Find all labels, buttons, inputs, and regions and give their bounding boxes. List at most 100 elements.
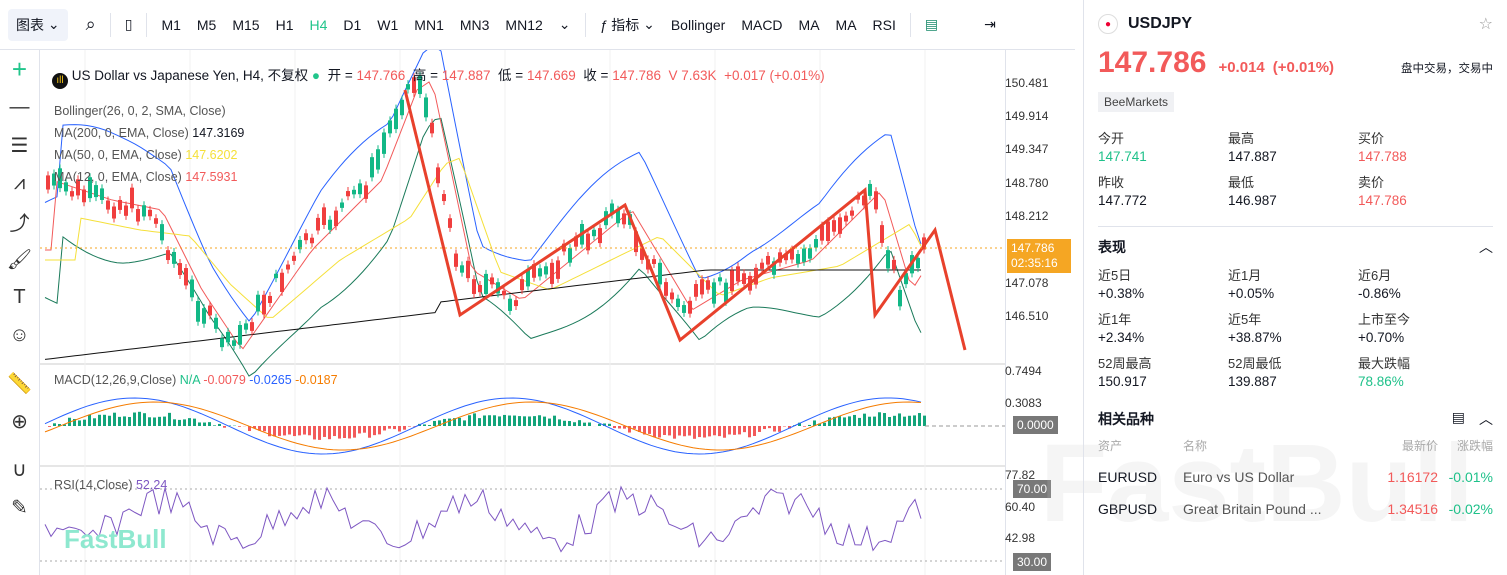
list-icon[interactable]: ▤: [1451, 409, 1465, 425]
pattern-icon[interactable]: ⩘: [13, 171, 26, 194]
timeframe-mn12[interactable]: MN12: [505, 16, 543, 33]
fullscreen-icon[interactable]: ⇥: [984, 16, 996, 32]
candle-body: [412, 77, 416, 93]
indicator-legend: MA(200, 0, EMA, Close) 147.3169: [54, 126, 244, 140]
candle-body: [136, 209, 140, 222]
divider: [109, 12, 111, 37]
chart-menu-label: 图表: [16, 16, 44, 33]
stat-value: 78.86%: [1358, 374, 1404, 389]
candle-body: [82, 189, 86, 203]
indicator-legend: MA(50, 0, EMA, Close) 147.6202: [54, 148, 237, 162]
candle-body: [430, 122, 434, 134]
candle-body: [598, 228, 602, 244]
stat-value: 139.887: [1228, 374, 1277, 389]
candle-body: [520, 279, 524, 291]
candle-body: [172, 251, 176, 264]
ma200-line: [44, 269, 921, 360]
emoji-icon[interactable]: ☺: [9, 323, 30, 346]
macd-histogram-bar: [563, 420, 566, 426]
candlestick-icon[interactable]: ▯: [124, 16, 133, 32]
candle-body: [382, 132, 386, 154]
candle-body: [478, 284, 482, 293]
macd-histogram-bar: [628, 426, 631, 433]
candle-body: [328, 219, 332, 230]
stat-value: +0.05%: [1228, 286, 1275, 301]
candle-body: [850, 210, 854, 216]
magnet-icon[interactable]: ∪: [12, 458, 27, 481]
timeframe-mn1[interactable]: MN1: [414, 16, 444, 33]
crosshair-icon[interactable]: +: [11, 53, 28, 84]
timeframe-h4[interactable]: H4: [309, 16, 328, 33]
text-icon[interactable]: T: [13, 285, 26, 308]
stat-label: 近5日: [1098, 268, 1132, 283]
macd-histogram-bar: [103, 414, 106, 426]
candle-body: [388, 120, 392, 134]
macd-status: N/A: [179, 373, 200, 387]
macd-histogram-bar: [623, 426, 626, 429]
indicators-button[interactable]: ƒ 指标 ⌄: [599, 16, 655, 33]
chart-area[interactable]: 150.481 149.914 149.347 148.780 148.212 147.0…: [40, 50, 1075, 575]
macd-histogram-bar: [273, 426, 276, 437]
search-icon[interactable]: ⌕: [85, 14, 96, 34]
macd-histogram-bar: [53, 423, 56, 426]
timeframe-mn3[interactable]: MN3: [459, 16, 490, 33]
indicator-rsi-button[interactable]: RSI: [872, 16, 896, 33]
macd-histogram-bar: [683, 426, 686, 437]
macd-histogram-bar: [913, 415, 916, 426]
rsi-axis-tick: 77.82: [1005, 468, 1036, 482]
ruler-icon[interactable]: 📏: [7, 372, 32, 395]
star-icon[interactable]: ☆: [1478, 16, 1493, 33]
macd-histogram-bar: [173, 419, 176, 426]
candle-body: [58, 168, 62, 189]
related-row[interactable]: EURUSD Euro vs US Dollar 1.16172 -0.01%: [1098, 461, 1493, 493]
fibonacci-icon[interactable]: ☰: [10, 134, 29, 157]
trend-line-icon[interactable]: —: [9, 95, 30, 118]
stat-value: 147.772: [1098, 193, 1147, 208]
candle-body: [178, 263, 182, 275]
bollinger-upper-line: [44, 50, 922, 322]
macd-histogram-bar: [268, 426, 271, 437]
brush-icon[interactable]: 🖌: [6, 248, 33, 271]
macd-histogram-bar: [778, 426, 781, 432]
indicator-ma-button[interactable]: MA: [835, 16, 857, 33]
candle-body: [184, 268, 188, 286]
candle-body: [574, 236, 578, 247]
candle-body: [400, 99, 404, 116]
chart-canvas[interactable]: [40, 50, 1005, 575]
zoom-in-icon[interactable]: ⊕: [11, 410, 28, 433]
timeframe-m1[interactable]: M1: [161, 16, 181, 33]
candle-body: [262, 294, 266, 315]
macd-histogram-bar: [408, 426, 411, 427]
projection-icon[interactable]: ⤴: [9, 212, 30, 235]
chevron-down-icon[interactable]: ⌄: [558, 16, 571, 32]
indicator-ma-button[interactable]: MA: [798, 16, 820, 33]
timeframe-h1[interactable]: H1: [275, 16, 294, 33]
timeframe-w1[interactable]: W1: [377, 16, 399, 33]
indicator-bollinger-button[interactable]: Bollinger: [670, 16, 726, 33]
related-title: 相关品种: [1098, 411, 1154, 427]
macd-histogram-bar: [788, 426, 791, 429]
collapse-icon[interactable]: ︿: [1479, 411, 1493, 427]
candle-body: [460, 265, 464, 273]
timeframe-m15[interactable]: M15: [232, 16, 260, 33]
chart-menu-dropdown[interactable]: 图表 ⌄: [8, 8, 68, 41]
collapse-icon[interactable]: ︿: [1479, 239, 1493, 255]
macd-histogram-bar: [388, 426, 391, 429]
related-row[interactable]: GBPUSD Great Britain Pound ... 1.34516 -0.0…: [1098, 493, 1493, 525]
candle-body: [418, 75, 422, 95]
macd-histogram-bar: [823, 422, 826, 426]
macd-histogram-bar: [648, 426, 651, 434]
template-icon[interactable]: ▤: [924, 16, 939, 32]
candle-body: [556, 260, 560, 279]
indicator-value: 147.5931: [185, 170, 238, 184]
timeframe-d1[interactable]: D1: [343, 16, 362, 33]
timeframe-m5[interactable]: M5: [196, 16, 217, 33]
candle-body: [160, 224, 164, 241]
macd-histogram-bar: [723, 426, 726, 438]
macd-histogram-bar: [543, 416, 546, 426]
panel-symbol: USDJPY: [1128, 15, 1193, 32]
lock-brush-icon[interactable]: ✎: [11, 496, 28, 519]
macd-histogram-bar: [698, 426, 701, 438]
macd-histogram-bar: [733, 426, 736, 435]
indicator-macd-button[interactable]: MACD: [741, 16, 783, 33]
